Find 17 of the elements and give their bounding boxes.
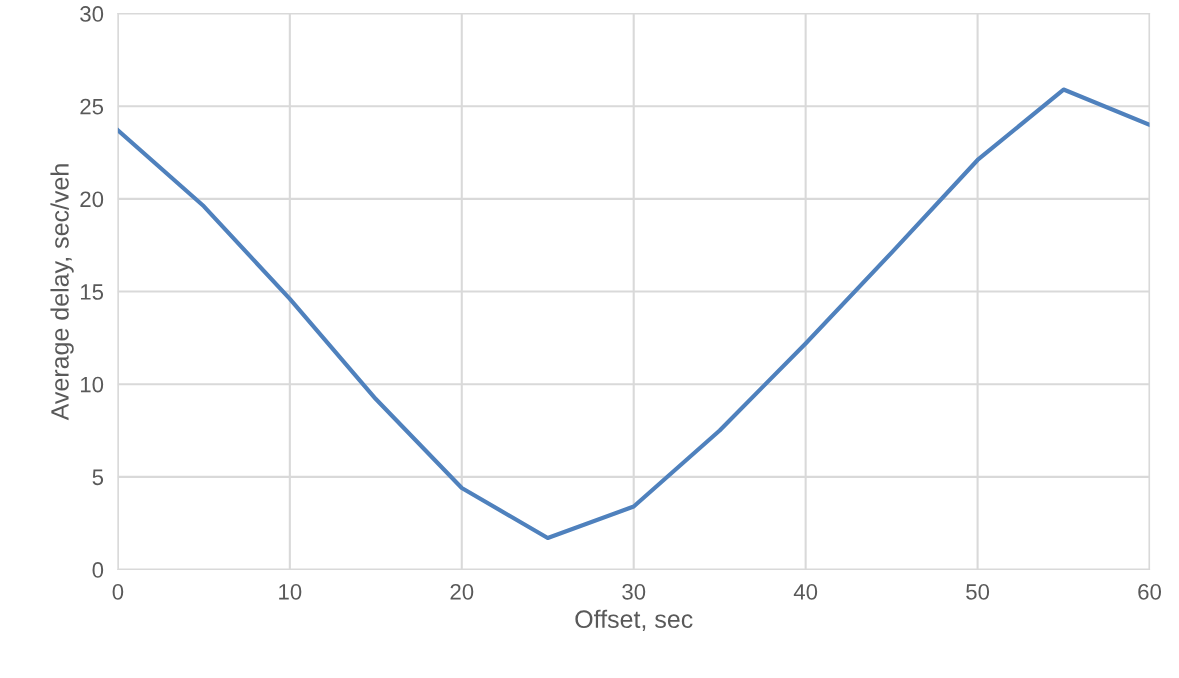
x-tick-label: 60 — [1138, 584, 1162, 600]
x-tick-label: 50 — [966, 584, 990, 600]
y-tick-label: 25 — [80, 98, 104, 115]
x-tick-label: 30 — [622, 584, 646, 600]
x-tick-label: 20 — [450, 584, 474, 600]
y-axis-title: Average delay, sec/veh — [50, 164, 74, 421]
x-tick-label: 40 — [793, 584, 818, 600]
y-tick-label: 30 — [80, 6, 104, 22]
x-tick-label: 10 — [279, 584, 302, 600]
line-series — [117, 87, 1150, 541]
y-tick-label: 5 — [92, 469, 104, 486]
x-tick-label: 0 — [112, 584, 124, 600]
y-tick-label: 10 — [80, 376, 104, 393]
y-tick-label: 0 — [92, 562, 104, 578]
y-tick-label: 20 — [80, 191, 104, 208]
x-axis-title: Offset, sec — [575, 609, 693, 631]
y-tick-label: 15 — [80, 284, 104, 300]
